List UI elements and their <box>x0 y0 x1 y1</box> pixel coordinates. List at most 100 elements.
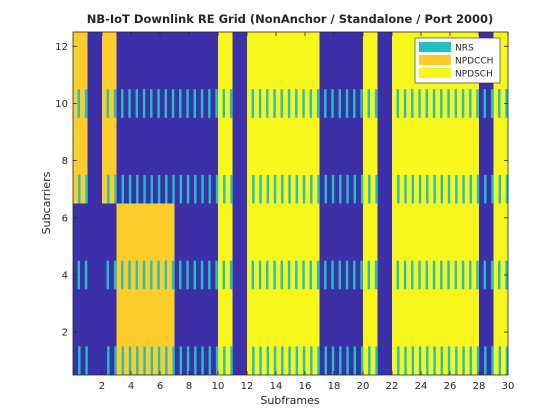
nrs-mark <box>411 346 413 375</box>
nrs-mark <box>84 89 87 118</box>
nrs-mark <box>491 174 493 204</box>
nrs-mark <box>476 260 478 290</box>
nrs-mark <box>404 260 407 290</box>
nrs-mark <box>194 260 197 290</box>
nrs-mark <box>208 260 210 290</box>
nrs-mark <box>455 260 458 290</box>
nrs-mark <box>202 174 204 204</box>
nrs-mark <box>397 346 399 375</box>
x-axis-label: Subframes <box>260 394 320 407</box>
nrs-mark <box>187 346 190 375</box>
nrs-mark <box>128 89 130 118</box>
nrs-mark <box>433 346 435 375</box>
nrs-mark <box>353 89 355 118</box>
nrs-mark <box>142 89 145 118</box>
nrs-mark <box>172 260 175 290</box>
nrs-mark <box>506 346 509 375</box>
nrs-mark <box>209 346 212 375</box>
nrs-mark <box>121 346 123 375</box>
nrs-mark <box>461 89 464 118</box>
nrs-mark <box>311 346 313 375</box>
nrs-mark <box>398 346 400 375</box>
nrs-mark <box>180 89 182 118</box>
nrs-mark <box>506 174 509 204</box>
nrs-mark <box>498 260 500 290</box>
nrs-mark <box>158 346 161 375</box>
nrs-mark <box>215 174 218 204</box>
nrs-mark <box>107 260 110 290</box>
nrs-mark <box>78 260 81 290</box>
nrs-mark <box>194 346 196 375</box>
nrs-mark <box>324 346 326 375</box>
nrs-mark <box>360 346 363 375</box>
nrs-mark <box>252 346 254 375</box>
nrs-mark <box>106 260 108 290</box>
nrs-mark <box>215 89 217 118</box>
nrs-mark <box>425 89 427 118</box>
nrs-mark <box>303 260 305 290</box>
nrs-mark <box>418 89 420 118</box>
nrs-mark <box>447 89 449 118</box>
nrs-mark <box>295 89 297 118</box>
nrs-mark <box>230 346 232 375</box>
nrs-mark <box>78 89 81 118</box>
nrs-mark <box>455 174 457 204</box>
x-tick-label: 20 <box>357 381 370 392</box>
nrs-mark <box>340 174 342 204</box>
nrs-mark <box>208 174 210 204</box>
nrs-mark <box>113 89 116 118</box>
nrs-mark <box>252 260 255 290</box>
nrs-mark <box>433 174 435 204</box>
npdcch-region <box>102 32 117 204</box>
nrs-mark <box>498 174 500 204</box>
nrs-mark <box>368 89 371 118</box>
nrs-mark <box>332 346 335 375</box>
nrs-mark <box>448 89 450 118</box>
nrs-mark <box>427 174 429 204</box>
nrs-mark <box>360 174 363 204</box>
nrs-mark <box>303 89 305 118</box>
nrs-mark <box>412 89 414 118</box>
nrs-mark <box>317 260 320 290</box>
nrs-mark <box>505 346 508 375</box>
nrs-mark <box>317 89 320 118</box>
nrs-mark <box>353 346 355 375</box>
nrs-mark <box>150 346 152 375</box>
nrs-mark <box>251 260 253 290</box>
nrs-mark <box>179 174 181 204</box>
x-tick-label: 6 <box>157 381 163 392</box>
nrs-mark <box>230 260 233 290</box>
nrs-mark <box>281 346 283 375</box>
nrs-mark <box>267 346 270 375</box>
nrs-mark <box>374 89 377 118</box>
nrs-mark <box>295 174 297 204</box>
nrs-mark <box>324 174 326 204</box>
nrs-mark <box>354 89 356 118</box>
nrs-mark <box>273 174 276 204</box>
nrs-mark <box>267 89 269 118</box>
nrs-mark <box>209 260 211 290</box>
nrs-mark <box>287 260 290 290</box>
nrs-mark <box>164 260 166 290</box>
nrs-mark <box>216 260 218 290</box>
nrs-mark <box>258 260 261 290</box>
nrs-mark <box>223 174 225 204</box>
nrs-mark <box>165 346 167 375</box>
nrs-mark <box>194 89 197 118</box>
nrs-mark <box>419 174 422 204</box>
nrs-mark <box>128 346 131 375</box>
nrs-mark <box>339 89 342 118</box>
nrs-mark <box>434 174 436 204</box>
nrs-mark <box>310 260 313 290</box>
x-tick-label: 16 <box>299 381 312 392</box>
x-tick-label: 28 <box>473 381 486 392</box>
nrs-mark <box>296 174 299 204</box>
nrs-mark <box>164 89 166 118</box>
nrs-mark <box>361 346 364 375</box>
nrs-mark <box>369 346 371 375</box>
nrs-mark <box>173 346 175 375</box>
nrs-mark <box>361 260 363 290</box>
nrs-mark <box>229 260 232 290</box>
nrs-mark <box>456 174 458 204</box>
nrs-mark <box>165 260 168 290</box>
